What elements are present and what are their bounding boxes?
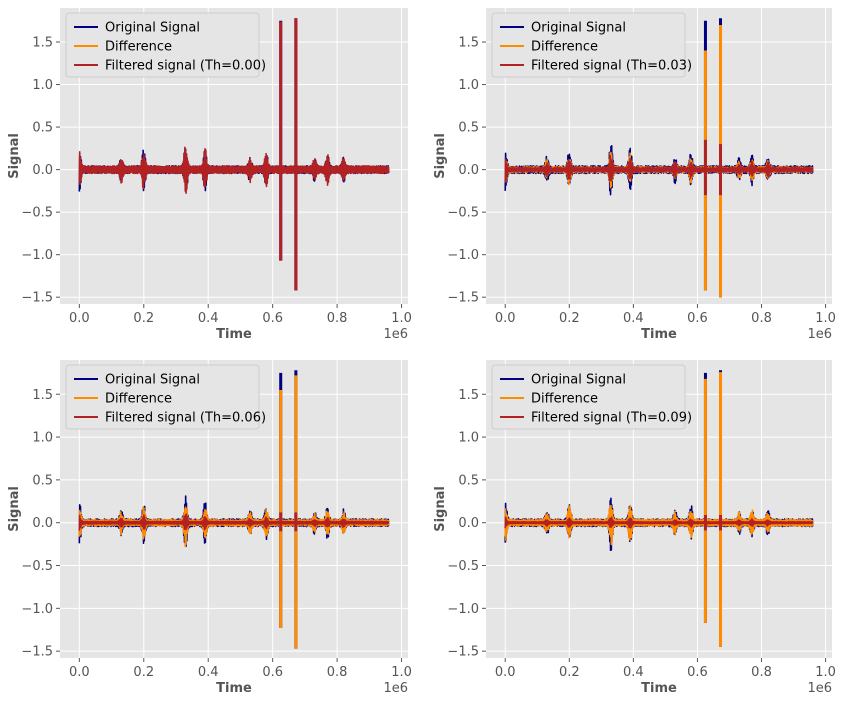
y-tick-label: 0.5 <box>458 473 479 488</box>
x-tick-label: 1.0 <box>815 311 836 326</box>
legend-label: Difference <box>531 392 598 407</box>
y-tick-label: −0.5 <box>21 206 53 221</box>
legend-label: Filtered signal (Th=0.09) <box>531 411 692 426</box>
series-group <box>504 370 814 647</box>
legend-label: Difference <box>531 40 598 55</box>
x-tick-label: 0.2 <box>133 311 154 326</box>
series-group <box>78 18 390 291</box>
legend-box <box>491 12 686 78</box>
x-tick-label: 1.0 <box>815 665 836 680</box>
x-tick-label: 1.0 <box>391 311 412 326</box>
legend-box <box>491 364 686 430</box>
x-tick-label: 0.2 <box>559 665 580 680</box>
x-offset-label: 1e6 <box>383 327 408 342</box>
x-tick-label: 0.6 <box>687 665 708 680</box>
x-tick-label: 0.6 <box>687 311 708 326</box>
y-tick-label: −0.5 <box>447 206 479 221</box>
y-tick-label: −1.5 <box>21 645 53 660</box>
y-tick-label: −1.5 <box>21 291 53 306</box>
y-tick-label: −1.0 <box>21 602 53 617</box>
y-tick-label: −1.5 <box>447 645 479 660</box>
y-tick-label: 1.0 <box>458 78 479 93</box>
x-tick-label: 0.4 <box>198 665 219 680</box>
x-tick-label: 0.4 <box>623 665 644 680</box>
y-tick-label: 0.5 <box>458 121 479 136</box>
x-tick-label: 0.8 <box>751 665 772 680</box>
y-tick-label: 1.0 <box>458 431 479 446</box>
chart-panel-2: 0.0 0.2 0.4 0.6 0.8 1.0−1.5−1.0−0.50.00.51.01… <box>433 8 836 342</box>
y-axis-label: Signal <box>7 133 22 179</box>
x-tick-label: 0.6 <box>262 665 283 680</box>
x-tick-label: 0.0 <box>495 665 516 680</box>
y-tick-label: 1.5 <box>458 36 479 51</box>
legend-label: Filtered signal (Th=0.03) <box>531 59 692 74</box>
y-tick-label: 1.5 <box>32 388 53 403</box>
legend-box <box>65 364 260 430</box>
series-line-3 <box>504 516 814 529</box>
legend-label: Filtered signal (Th=0.00) <box>105 59 266 74</box>
x-tick-label: 0.8 <box>751 311 772 326</box>
x-offset-label: 1e6 <box>807 681 832 696</box>
y-tick-label: −1.0 <box>447 602 479 617</box>
x-tick-label: 1.0 <box>391 665 412 680</box>
y-axis-label: Signal <box>7 486 22 532</box>
y-tick-label: 1.0 <box>32 431 53 446</box>
y-tick-label: 0.0 <box>32 516 53 531</box>
y-tick-label: 0.0 <box>458 516 479 531</box>
legend-label: Difference <box>105 392 172 407</box>
x-tick-label: 0.2 <box>559 311 580 326</box>
x-tick-label: 0.2 <box>133 665 154 680</box>
chart-panel-1: 0.0 0.2 0.4 0.6 0.8 1.0−1.5−1.0−0.50.00.51.01… <box>7 8 412 342</box>
x-offset-label: 1e6 <box>383 681 408 696</box>
x-tick-label: 0.0 <box>495 311 516 326</box>
y-tick-label: 0.5 <box>32 473 53 488</box>
legend-box <box>65 12 260 78</box>
x-tick-label: 0.8 <box>327 665 348 680</box>
x-tick-label: 0.6 <box>262 311 283 326</box>
x-axis-label: Time <box>216 681 252 696</box>
chart-panel-3: 0.0 0.2 0.4 0.6 0.8 1.0−1.5−1.0−0.50.00.51.01… <box>7 360 412 696</box>
series-line-3 <box>78 513 390 531</box>
series-line-3 <box>504 154 814 183</box>
x-tick-label: 0.0 <box>69 665 90 680</box>
x-axis-label: Time <box>641 681 677 696</box>
y-tick-label: −1.5 <box>447 291 479 306</box>
y-tick-label: −0.5 <box>447 559 479 574</box>
series-group <box>78 370 390 649</box>
legend-label: Original Signal <box>105 21 200 36</box>
y-tick-label: −1.0 <box>447 248 479 263</box>
y-tick-label: 0.0 <box>32 163 53 178</box>
y-tick-label: −0.5 <box>21 559 53 574</box>
y-tick-label: 1.5 <box>458 388 479 403</box>
legend-label: Difference <box>105 40 172 55</box>
y-tick-label: 0.5 <box>32 121 53 136</box>
x-tick-label: 0.4 <box>198 311 219 326</box>
x-tick-label: 0.4 <box>623 311 644 326</box>
y-tick-label: 1.0 <box>32 78 53 93</box>
y-tick-label: 1.5 <box>32 36 53 51</box>
x-offset-label: 1e6 <box>807 327 832 342</box>
x-tick-label: 0.8 <box>327 311 348 326</box>
legend-label: Original Signal <box>105 373 200 388</box>
y-axis-label: Signal <box>433 486 448 532</box>
y-tick-label: −1.0 <box>21 248 53 263</box>
x-axis-label: Time <box>641 327 677 342</box>
legend-label: Original Signal <box>531 373 626 388</box>
legend-label: Filtered signal (Th=0.06) <box>105 411 266 426</box>
y-axis-label: Signal <box>433 133 448 179</box>
chart-panel-4: 0.0 0.2 0.4 0.6 0.8 1.0−1.5−1.0−0.50.00.51.01… <box>433 360 836 696</box>
x-axis-label: Time <box>216 327 252 342</box>
y-tick-label: 0.0 <box>458 163 479 178</box>
x-tick-label: 0.0 <box>69 311 90 326</box>
series-line-3 <box>78 146 390 194</box>
legend-label: Original Signal <box>531 21 626 36</box>
series-group <box>504 18 814 298</box>
